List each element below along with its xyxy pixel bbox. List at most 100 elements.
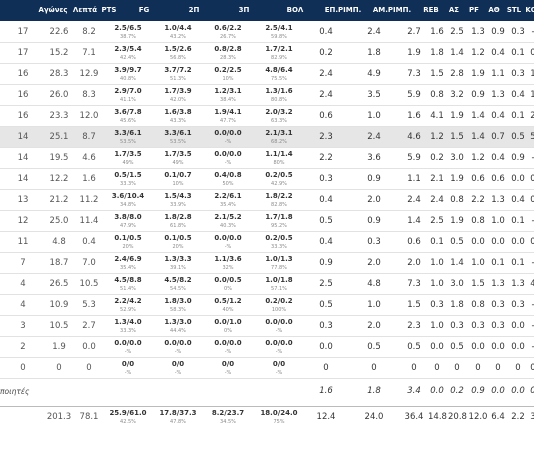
table-row[interactable]: 14 19.5 4.6 1.7/3.5 49% 1.7/3.5 49% 0.0/0.0 -% 1.… — [0, 148, 534, 169]
column-header[interactable]: Αγώνες — [38, 0, 68, 21]
stat-pf: 2.5 — [448, 22, 466, 43]
stat-blk: 0.3 — [508, 22, 528, 43]
percentage: 20% — [104, 243, 152, 251]
column-header[interactable]: FG — [120, 0, 168, 21]
table-row[interactable]: 4 26.5 10.5 4.5/8.8 51.4% 4.5/8.2 54.5% 0.0/0.5… — [0, 274, 534, 295]
table-row[interactable]: 2 1.9 0.0 0.0/0.0 -% 0.0/0.0 -% 0.0/0.0 -% 0.0/0.… — [0, 337, 534, 358]
stat-pf: 0.8 — [448, 190, 466, 211]
percentage: 53.5% — [104, 138, 152, 146]
stat-min: 10.5 — [44, 316, 74, 337]
column-header[interactable]: ΕΠ.ΡΙΜΠ. — [320, 0, 366, 21]
table-row[interactable]: 16 23.3 12.0 3.6/7.8 45.6% 1.6/3.8 43.3% 1.9/4.… — [0, 106, 534, 127]
made-attempted: 1.8/2.2 — [254, 192, 304, 201]
stat-blk: 0 — [508, 358, 528, 379]
percentage: 26.7% — [204, 33, 252, 41]
stat-oreb: 2.4 — [304, 64, 348, 85]
stat-reb: 1.9 — [400, 43, 428, 64]
stat-games: 14 — [8, 148, 38, 169]
stat-ast: 0.2 — [428, 148, 446, 169]
stat-p2: 0.0/0.0 -% — [154, 337, 202, 358]
stat-dreb: 0.9 — [350, 169, 398, 190]
table-row[interactable]: 16 28.3 12.9 3.9/9.7 40.8% 3.7/7.2 51.3% 0.2/2.… — [0, 64, 534, 85]
stat-fg: 2.4/6.9 35.4% — [104, 253, 152, 274]
percentage: 68.2% — [254, 138, 304, 146]
column-header[interactable]: PTS — [98, 0, 120, 21]
stat-pts: 0.4 — [76, 232, 102, 253]
stat-fg: 2.5/6.5 38.7% — [104, 22, 152, 43]
stat-fg: 1.7/3.5 49% — [104, 148, 152, 169]
made-attempted: 2.4/6.9 — [104, 255, 152, 264]
column-header[interactable]: ΑΜ.ΡΙΜΠ. — [368, 0, 416, 21]
stat-dreb: 0.5 — [350, 337, 398, 358]
stat-reb: 2.4 — [400, 190, 428, 211]
column-header[interactable]: 3Π — [220, 0, 268, 21]
percentage: 10% — [154, 180, 202, 188]
stat-blk: 0.1 — [508, 253, 528, 274]
table-row[interactable]: 16 26.0 8.3 2.9/7.0 41.1% 1.7/3.9 42.0% 1.2/3.1… — [0, 85, 534, 106]
column-header[interactable]: 2Π — [170, 0, 218, 21]
stat-extra: - — [528, 337, 534, 358]
team-stat-to: 0.9 — [468, 381, 488, 402]
stat-blk: 1.3 — [508, 274, 528, 295]
stat-min: 10.9 — [44, 295, 74, 316]
percentage: -% — [204, 369, 252, 377]
percentage: 47.7% — [204, 117, 252, 125]
table-row[interactable]: 3 10.5 2.7 1.3/4.0 33.3% 1.3/3.0 44.4% 0.0/1.0 0… — [0, 316, 534, 337]
stat-p3: 0.4/0.8 50% — [204, 169, 252, 190]
percentage: 44.4% — [154, 327, 202, 335]
table-row[interactable]: 17 22.6 8.2 2.5/6.5 38.7% 1.0/4.4 43.2% 0.6/2.2… — [0, 22, 534, 43]
percentage: -% — [204, 243, 252, 251]
percentage: 35.4% — [104, 264, 152, 272]
stat-to: 0.0 — [468, 337, 488, 358]
made-attempted: 0/0 — [104, 360, 152, 369]
stat-min: 25.1 — [44, 127, 74, 148]
made-attempted: 17.8/37.3 — [154, 409, 202, 418]
percentage: 59.8% — [254, 33, 304, 41]
table-row[interactable]: 14 12.2 1.6 0.5/1.5 33.3% 0.1/0.7 10% 0.4/0.8 50… — [0, 169, 534, 190]
column-header[interactable]: STL — [504, 0, 524, 21]
stat-reb: 7.3 — [400, 274, 428, 295]
column-header[interactable]: REB — [418, 0, 444, 21]
column-header[interactable]: ΚΟΨ — [522, 0, 534, 21]
percentage: -% — [254, 327, 304, 335]
stat-ft: 0.2/0.5 33.3% — [254, 232, 304, 253]
table-row[interactable]: 4 10.9 5.3 2.2/4.2 52.9% 1.8/3.0 58.3% 0.5/1.2 4… — [0, 295, 534, 316]
team-stat-stl: 0.0 — [488, 381, 508, 402]
percentage: 100% — [254, 306, 304, 314]
table-row[interactable]: 17 15.2 7.1 2.3/5.4 42.4% 1.5/2.6 56.8% 0.8/2.8… — [0, 43, 534, 64]
stat-games: 16 — [8, 85, 38, 106]
made-attempted: 1.3/3.0 — [154, 318, 202, 327]
stat-p2: 3.3/6.1 53.5% — [154, 127, 202, 148]
stat-oreb: 0.9 — [304, 253, 348, 274]
made-attempted: 1.7/3.5 — [104, 150, 152, 159]
stat-pf: 0.5 — [448, 337, 466, 358]
stat-stl: 0.0 — [488, 232, 508, 253]
percentage: 45.6% — [104, 117, 152, 125]
table-row[interactable]: 0 0 0 0/0 -% 0/0 -% 0/0 -% 0/0 -% 0 0 0 0 0 0 0 0 0 — [0, 358, 534, 379]
stat-ft: 0.2/0.2 100% — [254, 295, 304, 316]
stat-dreb: 3.6 — [350, 148, 398, 169]
percentage: 58.3% — [154, 306, 202, 314]
column-header[interactable]: ΑΣ — [444, 0, 464, 21]
stat-stl: 0.4 — [488, 43, 508, 64]
column-header[interactable]: Λεπτά — [70, 0, 100, 21]
table-row[interactable]: 7 18.7 7.0 2.4/6.9 35.4% 1.3/3.3 39.1% 1.1/3.6 3… — [0, 253, 534, 274]
table-row[interactable]: 13 21.2 11.2 3.6/10.4 34.8% 1.5/4.3 33.9% 2.2/6… — [0, 190, 534, 211]
table-row[interactable]: 12 25.0 11.4 3.8/8.0 47.9% 1.8/2.8 61.8% 2.1/5.… — [0, 211, 534, 232]
stat-ast: 0.8 — [428, 85, 446, 106]
stat-reb: 36.4 — [400, 407, 428, 428]
column-header[interactable]: ΒΟΛ — [270, 0, 320, 21]
stat-p2: 0.1/0.7 10% — [154, 169, 202, 190]
percentage: 41.1% — [104, 96, 152, 104]
column-header[interactable]: PF — [464, 0, 484, 21]
made-attempted: 2.2/6.1 — [204, 192, 252, 201]
made-attempted: 3.3/6.1 — [154, 129, 202, 138]
table-row[interactable]: 11 4.8 0.4 0.1/0.5 20% 0.1/0.5 20% 0.0/0.0 -% 0.2… — [0, 232, 534, 253]
table-row[interactable]: 14 25.1 8.7 3.3/6.1 53.5% 3.3/6.1 53.5% 0.0/0.0… — [0, 127, 534, 148]
percentage: 40.8% — [104, 75, 152, 83]
column-header[interactable]: ΑΘ — [484, 0, 504, 21]
stat-p2: 1.3/3.0 44.4% — [154, 316, 202, 337]
percentage: 82.8% — [254, 201, 304, 209]
stat-dreb: 2.0 — [350, 253, 398, 274]
